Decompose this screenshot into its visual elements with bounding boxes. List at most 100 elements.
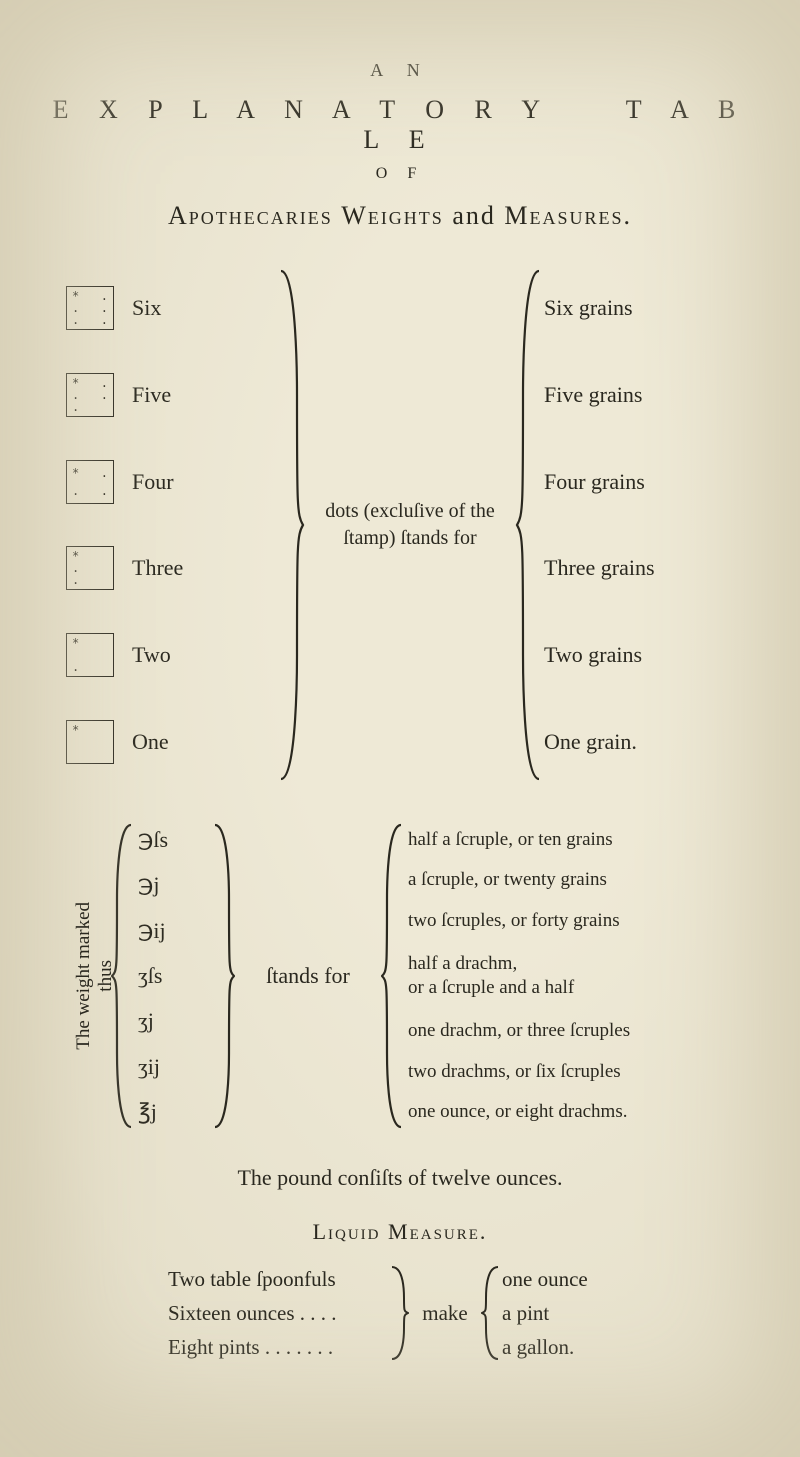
dots-row: * . Two xyxy=(66,612,276,698)
dot-glyph: . xyxy=(101,389,108,401)
symbol-cell: ʒj xyxy=(138,1002,208,1040)
dots-row: * .. .Four xyxy=(66,439,276,525)
dots-count-label: Three xyxy=(132,555,183,581)
dot-glyph xyxy=(86,389,93,401)
grains-row: Five grains xyxy=(544,352,734,438)
weight-block: The weight marked thus ℈ſs℈j℈ijʒſsʒjʒij℥… xyxy=(40,821,760,1131)
dot-row-line: . . xyxy=(72,389,108,401)
right-brace-icon xyxy=(208,821,238,1131)
dot-glyph: . xyxy=(72,401,79,413)
grains-row: One grain. xyxy=(544,699,734,785)
right-brace-icon xyxy=(276,265,306,785)
dot-row-line: . . xyxy=(72,314,108,326)
dot-box: * . xyxy=(66,633,114,677)
dot-row-line: . . xyxy=(72,485,108,497)
subtitle-word: Apothecaries xyxy=(168,201,333,230)
liquid-left-column: Two table ſpoonfulsSixteen ounces . . . … xyxy=(168,1263,388,1363)
dot-glyph xyxy=(86,485,93,497)
dot-glyph: . xyxy=(101,467,108,479)
symbol-cell: ℥j xyxy=(138,1093,208,1131)
header-subtitle: Apothecaries Weights and Measures. xyxy=(40,201,760,231)
dot-box: * xyxy=(66,720,114,764)
description-text: or a ſcruple and a half xyxy=(408,976,574,1000)
dot-row-line: * . xyxy=(72,467,108,479)
dot-row-line: * . xyxy=(72,377,108,389)
dots-count-label: Six xyxy=(132,295,161,321)
description-cell: half a ſcruple, or ten grains xyxy=(408,821,718,859)
grains-row: Two grains xyxy=(544,612,734,698)
dot-glyph: . xyxy=(72,574,79,586)
liquid-measure-title: Liquid Measure. xyxy=(40,1219,760,1245)
page: A N E X P L A N A T O R Y T A B L E O F … xyxy=(0,0,800,1457)
liquid-right-item: a gallon. xyxy=(502,1331,632,1363)
dot-glyph: . xyxy=(72,314,79,326)
dots-count-label: Five xyxy=(132,382,171,408)
header-of: O F xyxy=(40,165,760,183)
dot-box: * .. .. . xyxy=(66,286,114,330)
dot-row-line: . xyxy=(72,574,108,586)
liquid-right-column: one ouncea pinta gallon. xyxy=(502,1263,632,1363)
description-text: half a drachm, xyxy=(408,952,517,976)
header-an: A N xyxy=(40,60,760,81)
dot-row-line xyxy=(72,748,108,760)
liquid-title-word: Liquid xyxy=(313,1219,381,1244)
dots-row: *.. Three xyxy=(66,525,276,611)
dot-box: * .. . xyxy=(66,460,114,504)
dot-row-line: . xyxy=(72,401,108,413)
right-brace-icon xyxy=(388,1263,410,1363)
grains-row: Three grains xyxy=(544,525,734,611)
pound-line: The pound conſiſts of twelve ounces. xyxy=(40,1165,760,1191)
grains-label: Five grains xyxy=(544,382,642,408)
liquid-right-item: a pint xyxy=(502,1297,632,1329)
stands-for-label: ſtands for xyxy=(238,821,378,1131)
dot-box: *.. xyxy=(66,546,114,590)
description-cell: half a drachm,or a ſcruple and a half xyxy=(408,942,718,1010)
liquid-left-item: Two table ſpoonfuls xyxy=(168,1263,388,1295)
dot-glyph: . xyxy=(72,661,79,673)
dot-glyph: . xyxy=(72,389,79,401)
description-cell: one ounce, or eight drachms. xyxy=(408,1093,718,1131)
header-title: E X P L A N A T O R Y T A B L E xyxy=(40,95,760,155)
description-cell: two drachms, or ſix ſcruples xyxy=(408,1053,718,1091)
subtitle-word: Weights xyxy=(341,201,444,230)
dots-count-label: Two xyxy=(132,642,171,668)
left-brace-icon xyxy=(514,265,544,785)
dot-glyph: . xyxy=(101,377,108,389)
symbol-cell: ℈ij xyxy=(138,912,208,950)
vertical-label: The weight marked thus xyxy=(82,821,108,1131)
description-cell: two ſcruples, or forty grains xyxy=(408,902,718,940)
symbol-cell: ʒſs xyxy=(138,957,208,995)
dots-right-column: Six grainsFive grainsFour grainsThree gr… xyxy=(544,265,734,785)
liquid-make-label: make xyxy=(410,1263,480,1363)
dot-box: * .. .. xyxy=(66,373,114,417)
grains-row: Six grains xyxy=(544,265,734,351)
left-brace-icon xyxy=(480,1263,502,1363)
vertical-label-line: thus xyxy=(95,960,116,992)
dots-brace-block: * .. .. .Six* .. ..Five* .. .Four*..Thre… xyxy=(40,265,760,785)
dots-row: * One xyxy=(66,699,276,785)
dot-glyph: . xyxy=(72,485,79,497)
dot-glyph xyxy=(72,748,79,760)
subtitle-word: Measures. xyxy=(504,201,632,230)
dot-glyph: * xyxy=(72,467,79,479)
symbol-cell: ʒij xyxy=(138,1048,208,1086)
liquid-left-item: Sixteen ounces . . . . xyxy=(168,1297,388,1329)
grains-label: Six grains xyxy=(544,295,633,321)
grains-label: One grain. xyxy=(544,729,637,755)
dots-row: * .. .. . Six xyxy=(66,265,276,351)
liquid-left-item: Eight pints . . . . . . . xyxy=(168,1331,388,1363)
left-brace-icon xyxy=(378,821,408,1131)
grains-label: Three grains xyxy=(544,555,655,581)
vertical-label-line: The weight marked xyxy=(73,902,94,1050)
dot-glyph: * xyxy=(72,377,79,389)
dot-glyph xyxy=(86,467,93,479)
dot-glyph xyxy=(86,314,93,326)
dots-row: * .. .. Five xyxy=(66,352,276,438)
dot-glyph xyxy=(86,377,93,389)
dots-center-text: dots (excluſive of the ſtamp) ſtands for xyxy=(306,265,514,785)
symbols-column: ℈ſs℈j℈ijʒſsʒjʒij℥j xyxy=(138,821,208,1131)
dot-row-line: . xyxy=(72,661,108,673)
subtitle-and: and xyxy=(452,201,496,230)
symbol-cell: ℈j xyxy=(138,866,208,904)
liquid-right-item: one ounce xyxy=(502,1263,632,1295)
